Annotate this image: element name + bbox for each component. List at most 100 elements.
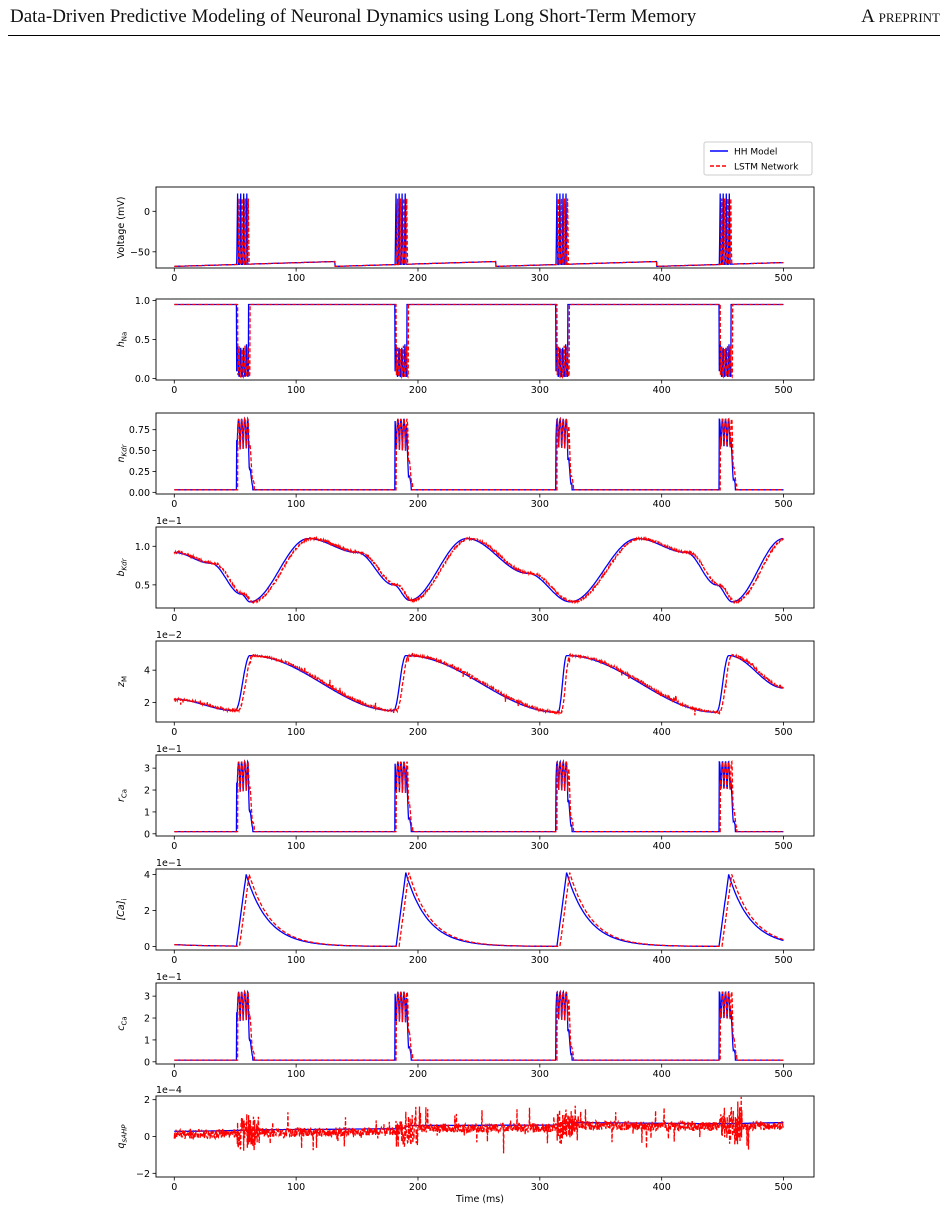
y-axis-label: Voltage (mV) xyxy=(116,197,127,259)
y-tick-label: 1 xyxy=(144,807,150,818)
x-tick-label: 100 xyxy=(287,1182,305,1193)
x-tick-label: 500 xyxy=(774,1069,792,1080)
panel-q_sAHP: 0 100 200 300 400 500 −2 0 2 1e−4 qsAHP Time (ms) xyxy=(116,1085,815,1205)
y-tick-label: 0.25 xyxy=(129,467,150,478)
legend-label-hh: HH Model xyxy=(734,148,777,158)
x-tick-label: 0 xyxy=(171,1069,177,1080)
x-tick-label: 0 xyxy=(171,613,177,624)
x-tick-label: 200 xyxy=(409,1069,427,1080)
x-tick-label: 100 xyxy=(287,499,305,510)
x-tick-label: 100 xyxy=(287,385,305,396)
x-tick-label: 200 xyxy=(409,727,427,738)
y-tick-label: 0 xyxy=(144,829,150,840)
axis-scale-label: 1e−1 xyxy=(156,858,182,869)
plot-frame xyxy=(155,412,815,495)
legend-box xyxy=(703,141,813,176)
y-tick-label: 0.0 xyxy=(135,374,150,385)
y-tick-label: 1 xyxy=(144,1035,150,1046)
legend-label-lstm: LSTM Network xyxy=(734,163,799,173)
plot-frame xyxy=(155,754,815,837)
y-tick-label: 2 xyxy=(144,698,150,709)
x-tick-label: 300 xyxy=(531,1182,549,1193)
x-tick-label: 500 xyxy=(774,613,792,624)
series-line-lstm xyxy=(173,535,784,605)
y-tick-label: 2 xyxy=(144,1095,150,1106)
x-tick-label: 100 xyxy=(287,273,305,284)
y-tick-label: 4 xyxy=(144,870,150,881)
x-tick-label: 300 xyxy=(531,1069,549,1080)
series-line-hh xyxy=(174,537,784,603)
x-tick-label: 400 xyxy=(653,841,671,852)
y-tick-label: 2 xyxy=(144,1014,150,1025)
x-tick-label: 0 xyxy=(171,955,177,966)
series-line-lstm xyxy=(174,989,784,1061)
y-axis-label: hNa xyxy=(116,332,129,348)
x-tick-label: 500 xyxy=(774,727,792,738)
series-line-hh xyxy=(174,759,784,833)
header-title: Data-Driven Predictive Modeling of Neuro… xyxy=(10,6,697,27)
x-tick-label: 400 xyxy=(653,499,671,510)
x-axis-label: Time (ms) xyxy=(455,1194,504,1205)
plot-frame xyxy=(155,982,815,1065)
series-line-lstm xyxy=(174,198,784,268)
series-line-lstm xyxy=(173,1096,785,1154)
x-tick-label: 400 xyxy=(653,727,671,738)
x-tick-label: 400 xyxy=(653,385,671,396)
series-line-lstm xyxy=(173,652,785,716)
y-tick-label: 1.0 xyxy=(135,542,150,553)
x-tick-label: 300 xyxy=(531,613,549,624)
y-axis-label: rCa xyxy=(116,789,129,802)
y-axis-label: qsAHP xyxy=(116,1124,129,1149)
y-axis-label: zM xyxy=(116,676,129,688)
x-tick-label: 400 xyxy=(653,955,671,966)
y-tick-label: −50 xyxy=(130,247,150,258)
x-tick-label: 300 xyxy=(531,385,549,396)
x-tick-label: 0 xyxy=(171,385,177,396)
x-tick-label: 300 xyxy=(531,955,549,966)
x-tick-label: 500 xyxy=(774,385,792,396)
panel-b_Kdr: 0 100 200 300 400 500 0.5 1.0 1e−1 bKdr xyxy=(116,516,815,624)
x-tick-label: 400 xyxy=(653,1069,671,1080)
y-tick-label: 3 xyxy=(144,992,150,1003)
axis-scale-label: 1e−4 xyxy=(156,1085,182,1096)
y-tick-label: 0 xyxy=(144,1057,150,1068)
y-tick-label: 0.5 xyxy=(135,580,150,591)
x-tick-label: 200 xyxy=(409,499,427,510)
header-rule xyxy=(8,35,940,36)
axis-scale-label: 1e−1 xyxy=(156,972,182,983)
y-tick-label: 1.0 xyxy=(135,296,150,307)
x-tick-label: 0 xyxy=(171,1182,177,1193)
series-line-hh xyxy=(174,654,784,713)
series-line-hh xyxy=(174,989,784,1061)
y-tick-label: −2 xyxy=(136,1169,150,1180)
y-axis-label: nKdr xyxy=(116,443,129,462)
axis-scale-label: 1e−2 xyxy=(156,630,182,641)
series-line-hh xyxy=(174,416,784,491)
x-tick-label: 0 xyxy=(171,273,177,284)
y-tick-label: 0 xyxy=(144,1132,150,1143)
plot-frame xyxy=(155,640,815,723)
plot-frame xyxy=(155,868,815,951)
x-tick-label: 0 xyxy=(171,727,177,738)
x-tick-label: 200 xyxy=(409,273,427,284)
panel-r_Ca: 0 100 200 300 400 500 0 1 2 3 1e−1 rCa xyxy=(116,744,815,852)
x-tick-label: 500 xyxy=(774,499,792,510)
x-tick-label: 400 xyxy=(653,1182,671,1193)
running-header: Data-Driven Predictive Modeling of Neuro… xyxy=(0,0,948,40)
panel-h_Na: 0 100 200 300 400 500 0.0 0.5 1.0 hNa xyxy=(116,296,815,396)
y-tick-label: 0.50 xyxy=(129,446,150,457)
panel-Ca_i: 0 100 200 300 400 500 0 2 4 1e−1 [Ca]i xyxy=(116,858,815,966)
x-tick-label: 300 xyxy=(531,727,549,738)
x-tick-label: 400 xyxy=(653,273,671,284)
plot-frame xyxy=(155,526,815,609)
y-tick-label: 0.5 xyxy=(135,335,150,346)
y-tick-label: 0 xyxy=(144,942,150,953)
x-tick-label: 500 xyxy=(774,1182,792,1193)
x-tick-label: 100 xyxy=(287,841,305,852)
y-tick-label: 2 xyxy=(144,786,150,797)
y-tick-label: 3 xyxy=(144,764,150,775)
series-line-hh xyxy=(174,303,784,378)
axis-scale-label: 1e−1 xyxy=(156,516,182,527)
